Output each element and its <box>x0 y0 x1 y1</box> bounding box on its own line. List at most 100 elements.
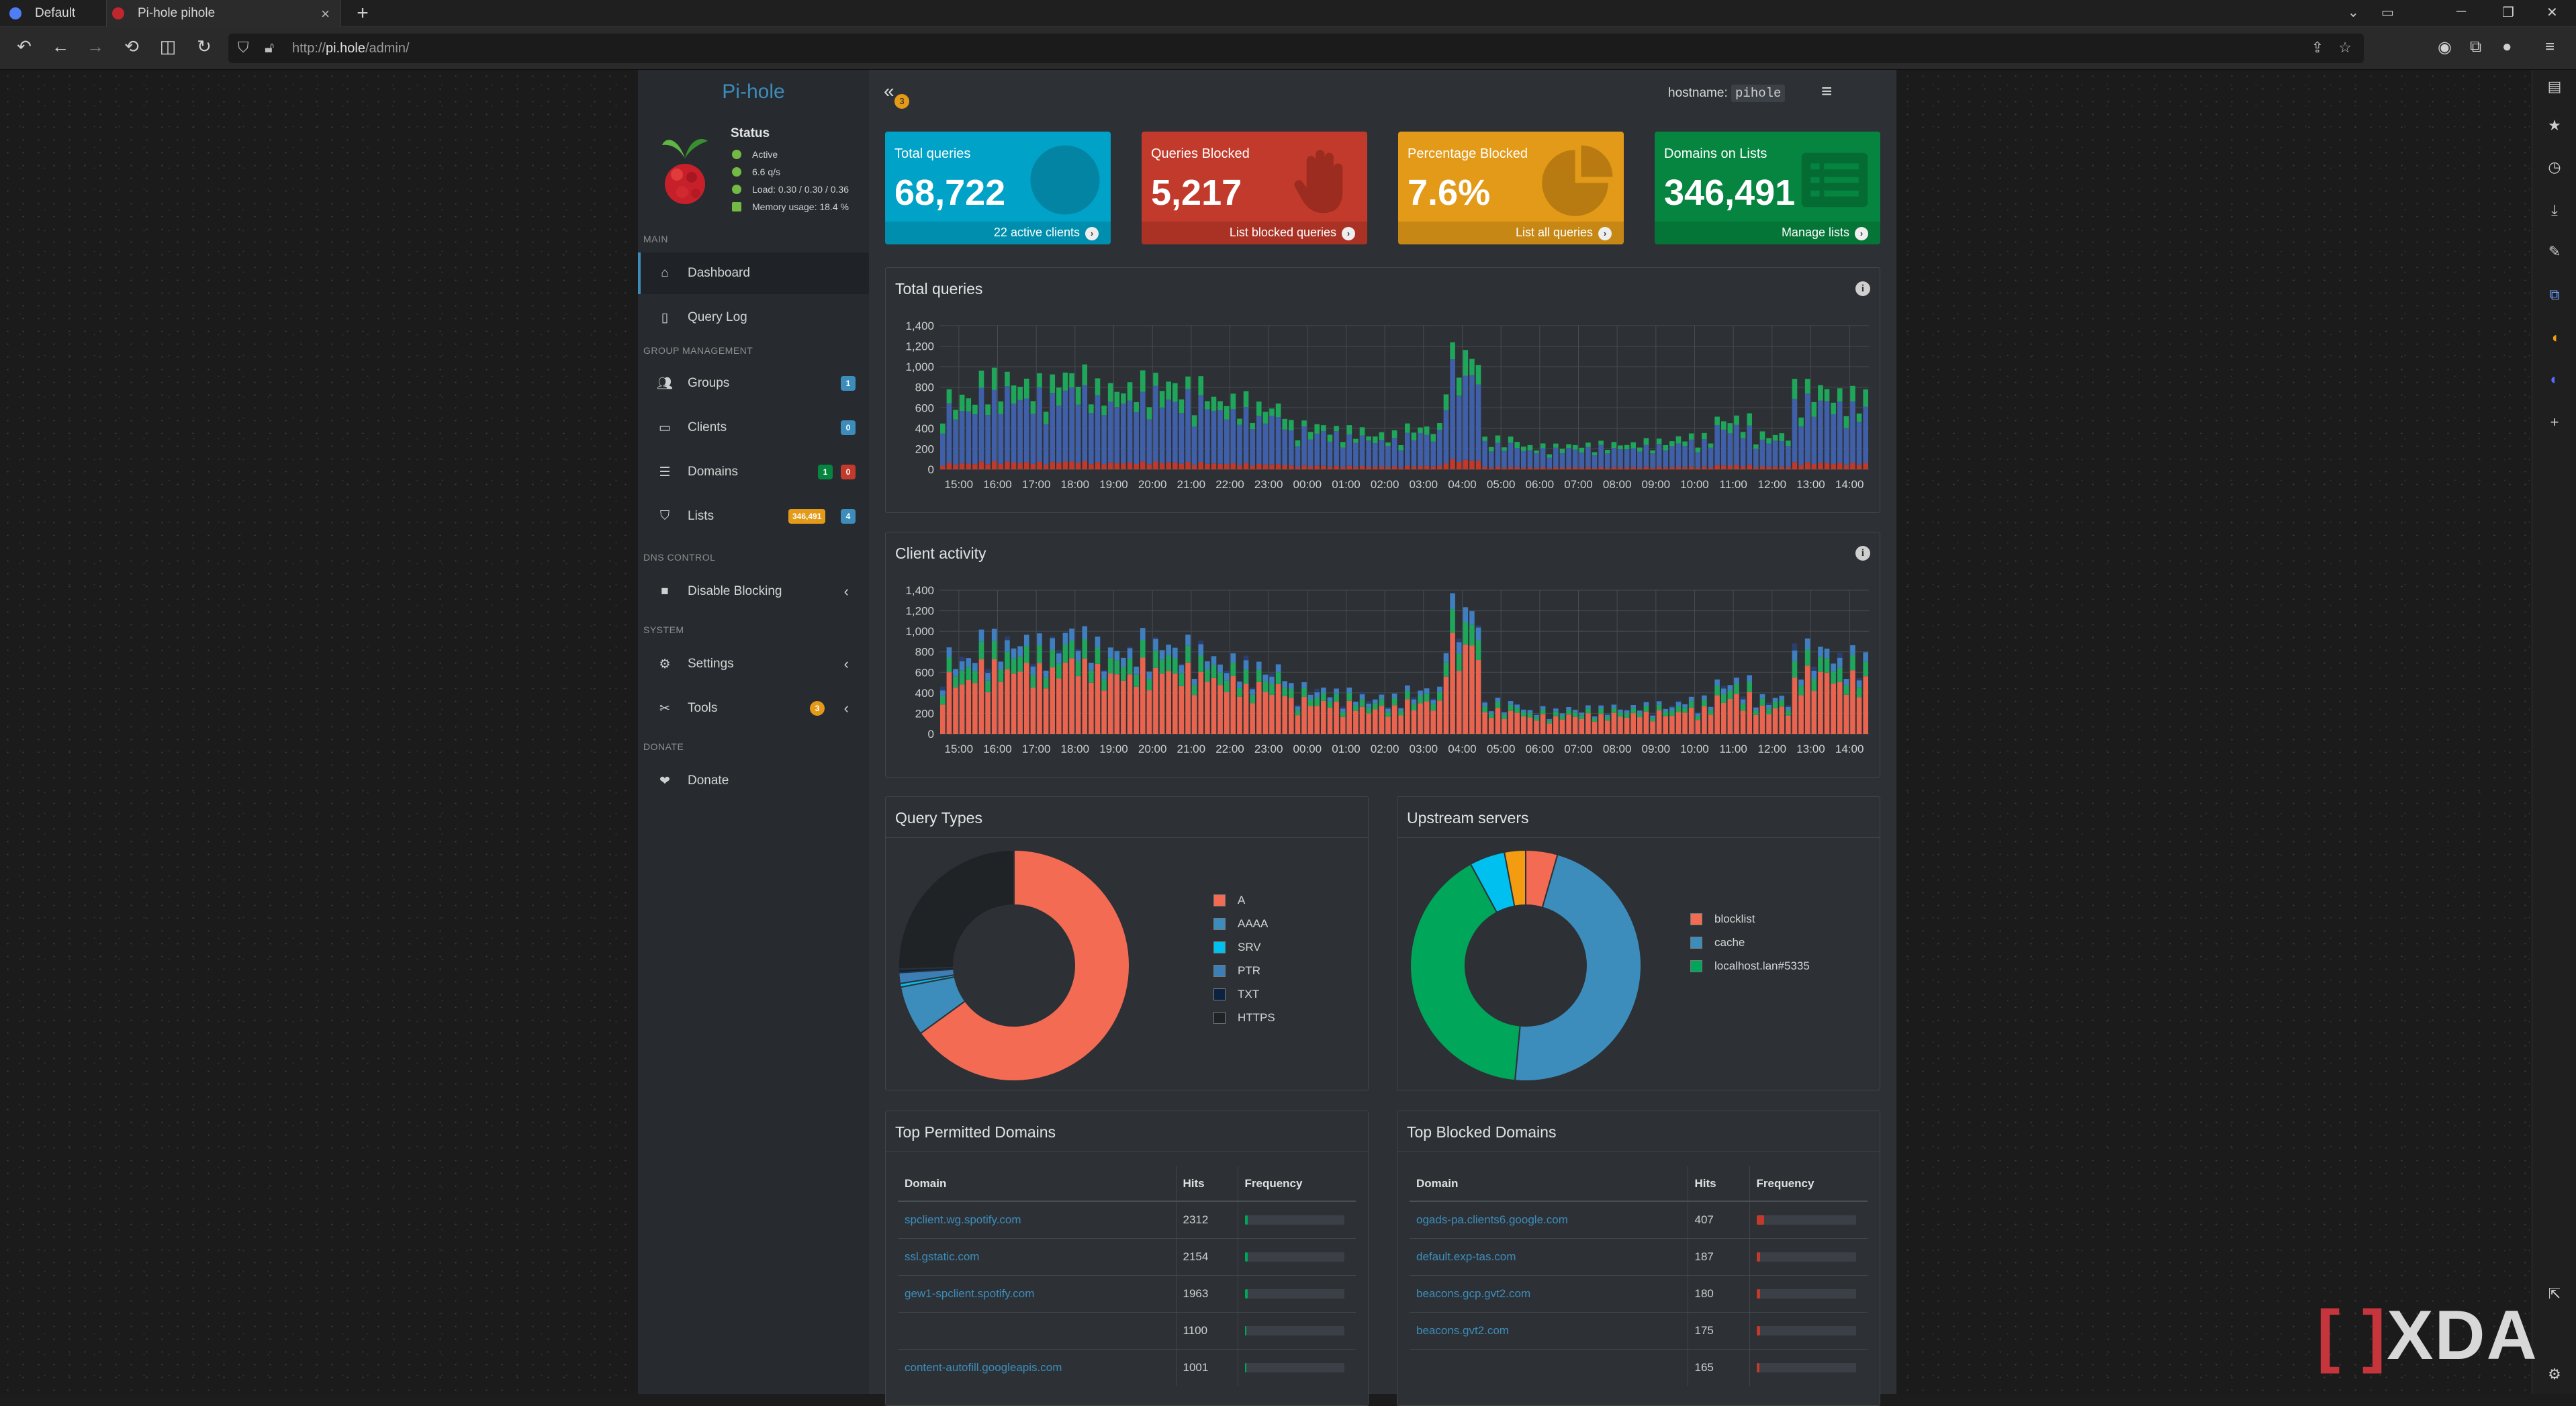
shield-icon[interactable]: ⛉ <box>238 39 249 56</box>
donut-slice[interactable] <box>1410 863 1521 1082</box>
sidebar-item-disable-blocking[interactable]: ■ Disable Blocking ‹ <box>638 571 869 612</box>
panel-extension-icon[interactable]: ◖ <box>2550 329 2559 346</box>
menu-icon[interactable]: ≡ <box>1821 81 1833 101</box>
sidebar-item-dashboard[interactable]: ⌂ Dashboard <box>638 252 869 294</box>
url-text[interactable]: http://pi.hole/admin/ <box>292 41 410 56</box>
panel-downloads-icon[interactable]: ⤓ <box>2551 201 2558 218</box>
panel-settings-icon[interactable]: ⚙ <box>2548 1366 2561 1382</box>
bar-segment <box>1443 463 1449 469</box>
legend-item[interactable]: A <box>1213 888 1275 912</box>
col-domain[interactable]: Domain <box>898 1166 1176 1202</box>
tab-list-icon[interactable]: ⌄ <box>2348 5 2359 20</box>
col-frequency[interactable]: Frequency <box>1237 1166 1356 1202</box>
legend-item[interactable]: PTR <box>1213 959 1275 982</box>
bar-segment <box>1379 694 1385 700</box>
lock-icon[interactable]: 🔓︎ <box>265 39 275 56</box>
sidebar-item-query-log[interactable]: ▯ Query Log <box>638 297 869 338</box>
bar-segment <box>1082 658 1088 734</box>
col-domain[interactable]: Domain <box>1410 1166 1688 1202</box>
sidebar-item-tools[interactable]: ✂ Tools 3 ‹ <box>638 688 869 729</box>
sidebar-item-clients[interactable]: ▭ Clients 0 <box>638 407 869 449</box>
restore-button[interactable]: ❐ <box>2502 5 2514 20</box>
donut-slice[interactable] <box>1514 853 1642 1082</box>
bookmark-star-icon[interactable]: ☆ <box>2338 39 2352 56</box>
bar-segment <box>1456 395 1462 463</box>
panel-history-icon[interactable]: ◷ <box>2548 158 2561 175</box>
legend-item[interactable]: SRV <box>1213 935 1275 959</box>
forward-button[interactable]: → <box>87 36 104 56</box>
bar-segment <box>1411 710 1417 734</box>
sidebar-item-settings[interactable]: ⚙ Settings ‹ <box>638 643 869 685</box>
panel-exit-icon[interactable]: ⇱ <box>2548 1285 2561 1302</box>
sync-icon[interactable]: ⟲ <box>124 36 139 56</box>
donut-slice[interactable] <box>919 849 1130 1082</box>
panel-wallet-icon[interactable]: ▤ <box>2547 78 2562 95</box>
undo-icon[interactable]: ↶ <box>17 36 32 56</box>
back-button[interactable]: ← <box>52 36 69 56</box>
legend-item[interactable]: HTTPS <box>1213 1006 1275 1029</box>
stat-footer-link[interactable]: List blocked queries › <box>1142 222 1367 244</box>
tab-default[interactable]: Default <box>9 0 101 27</box>
bar-segment <box>1469 645 1475 734</box>
bar-segment <box>1553 443 1559 448</box>
bar-segment <box>1495 466 1501 469</box>
url-bar[interactable]: ⛉ 🔓︎ http://pi.hole/admin/ ⇪ ☆ <box>228 34 2364 63</box>
domain-link[interactable]: ssl.gstatic.com <box>898 1237 1176 1275</box>
extensions-icon[interactable]: ⧉ <box>2470 38 2482 56</box>
col-frequency[interactable]: Frequency <box>1749 1166 1868 1202</box>
bar-segment <box>1217 672 1223 686</box>
donut-slice[interactable] <box>898 849 1015 970</box>
domain-link[interactable] <box>898 1311 1176 1349</box>
domain-link[interactable]: gew1-spclient.spotify.com <box>898 1274 1176 1312</box>
bar-segment <box>1372 699 1378 704</box>
frequency-bar <box>1244 1252 1344 1262</box>
app-menu-icon[interactable]: ≡ <box>2545 38 2555 56</box>
sidebar-item-donate[interactable]: ❤ Donate <box>638 760 869 802</box>
tab-pihole[interactable]: Pi-hole pihole × <box>106 0 341 27</box>
domain-link[interactable]: beacons.gvt2.com <box>1410 1311 1688 1349</box>
panel-notes-icon[interactable]: ✎ <box>2548 243 2561 260</box>
sidebar-item-domains[interactable]: ☰ Domains 1 0 <box>638 451 869 493</box>
profile-avatar-icon[interactable]: ● <box>2502 38 2512 56</box>
info-icon[interactable]: i <box>1855 546 1870 561</box>
collapse-sidebar-button[interactable]: « <box>884 81 894 101</box>
sidebar-item-groups[interactable]: 👥︎ Groups 1 <box>638 363 869 404</box>
reload-button[interactable]: ↻ <box>197 36 212 56</box>
domain-link[interactable]: beacons.gcp.gvt2.com <box>1410 1274 1688 1312</box>
panel-add-icon[interactable]: + <box>2550 414 2559 430</box>
legend-item[interactable]: TXT <box>1213 982 1275 1006</box>
panel-app-icon[interactable]: ◐ <box>2550 371 2559 387</box>
share-icon[interactable]: ⇪ <box>2311 39 2324 56</box>
stat-footer-link[interactable]: Manage lists › <box>1655 222 1880 244</box>
stat-footer-link[interactable]: 22 active clients › <box>885 222 1111 244</box>
domain-link[interactable] <box>1410 1348 1688 1386</box>
bar-segment <box>1095 378 1101 395</box>
bar-segment <box>1017 646 1023 657</box>
pihole-logo[interactable]: Pi-hole <box>722 81 785 103</box>
close-window-button[interactable]: ✕ <box>2546 5 2558 20</box>
close-tab-icon[interactable]: × <box>321 5 330 22</box>
legend-item[interactable]: localhost.lan#5335 <box>1690 954 1810 978</box>
legend-item[interactable]: AAAA <box>1213 912 1275 935</box>
legend-item[interactable]: cache <box>1690 931 1810 954</box>
col-hits[interactable]: Hits <box>1687 1166 1749 1202</box>
bar-segment <box>1127 462 1133 469</box>
domain-link[interactable]: ogads-pa.clients6.google.com <box>1410 1201 1688 1238</box>
new-tab-button[interactable]: + <box>357 2 369 24</box>
stat-footer-link[interactable]: List all queries › <box>1398 222 1624 244</box>
info-icon[interactable]: i <box>1855 281 1870 296</box>
sidebar-item-lists[interactable]: ⛉ Lists 346,491 4 <box>638 496 869 537</box>
legend-item[interactable]: blocklist <box>1690 907 1810 931</box>
bar-segment <box>1495 702 1501 708</box>
panel-translate-icon[interactable]: ⧉ <box>2549 286 2560 303</box>
domain-link[interactable]: content-autofill.googleapis.com <box>898 1348 1176 1386</box>
account-icon[interactable]: ◉ <box>2438 38 2452 56</box>
col-hits[interactable]: Hits <box>1175 1166 1238 1202</box>
sidebar-toggle-icon[interactable]: ◫ <box>159 36 177 56</box>
minimize-button[interactable]: ─ <box>2456 4 2467 19</box>
panel-bookmarks-icon[interactable]: ★ <box>2548 117 2561 134</box>
containers-icon[interactable]: ▭ <box>2381 5 2394 20</box>
domain-link[interactable]: spclient.wg.spotify.com <box>898 1201 1176 1238</box>
donut-slice[interactable] <box>1503 849 1526 907</box>
domain-link[interactable]: default.exp-tas.com <box>1410 1237 1688 1275</box>
